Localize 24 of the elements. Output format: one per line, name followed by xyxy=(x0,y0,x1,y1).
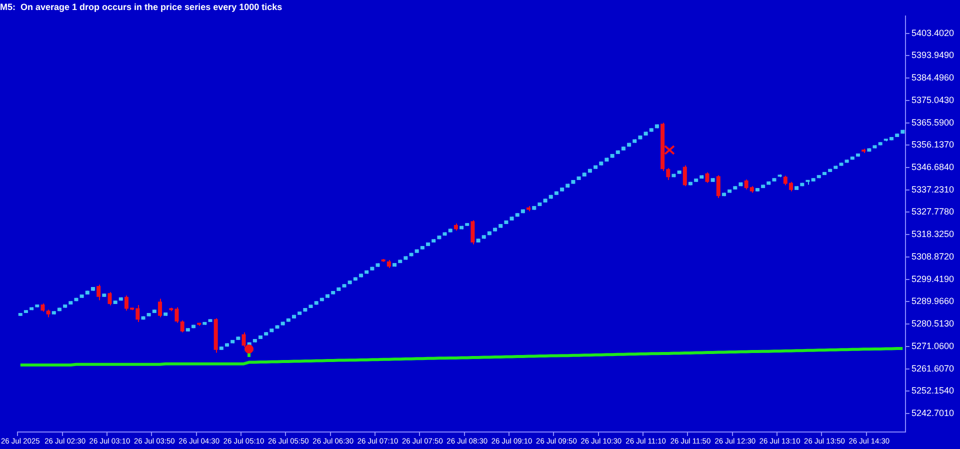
y-tick-label: 5384.4960 xyxy=(911,72,954,83)
y-tick-label: 5346.6840 xyxy=(911,162,954,172)
y-tick-label: 5318.3250 xyxy=(911,229,954,240)
y-tick-label: 5337.2310 xyxy=(911,184,954,194)
chart-title: M5: On average 1 drop occurs in the price series every 1000 ticks xyxy=(0,2,282,12)
y-tick-label: 5261.6070 xyxy=(911,363,954,374)
candlestick xyxy=(839,162,844,166)
y-tick-label: 5403.4020 xyxy=(911,28,954,38)
y-tick-label: 5375.0430 xyxy=(911,94,954,105)
y-tick-label: 5252.1540 xyxy=(911,386,954,396)
candlestick xyxy=(208,318,212,322)
candlestick xyxy=(308,304,313,309)
y-tick-label: 5393.9490 xyxy=(911,50,954,60)
y-tick-label: 5365.5900 xyxy=(911,117,954,128)
candlestick xyxy=(806,180,810,186)
y-tick-label: 5280.5130 xyxy=(911,318,954,329)
y-tick-label: 5308.8720 xyxy=(911,251,954,262)
y-tick-label: 5289.9660 xyxy=(911,296,954,306)
y-tick-label: 5327.7780 xyxy=(911,206,954,217)
y-tick-label: 5299.4190 xyxy=(911,274,954,284)
y-tick-label: 5271.0600 xyxy=(911,340,954,351)
candlestick xyxy=(872,144,877,149)
y-tick-label: 5242.7010 xyxy=(911,408,954,418)
y-tick-label: 5356.1370 xyxy=(911,140,954,150)
